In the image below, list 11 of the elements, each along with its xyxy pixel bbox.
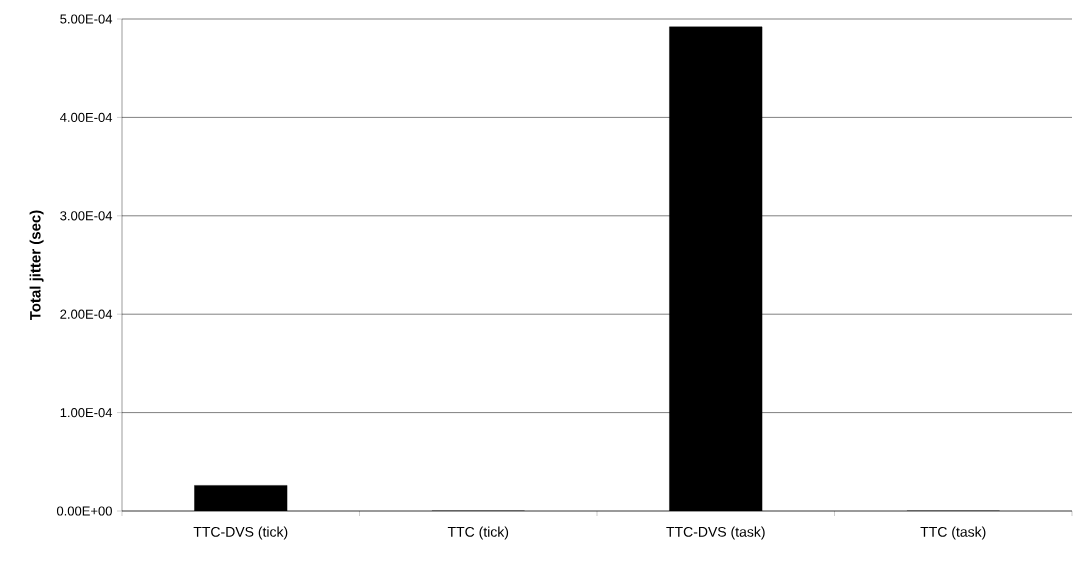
y-tick-label: 3.00E-04 xyxy=(60,211,113,221)
y-tick-label: 5.00E-04 xyxy=(60,14,113,24)
y-tick-label: 0.00E+00 xyxy=(56,506,112,516)
y-axis-title: Total jitter (sec) xyxy=(29,210,44,321)
x-tick-label: TTC (task) xyxy=(920,526,986,540)
x-tick-label: TTC (tick) xyxy=(447,526,509,540)
x-tick-label: TTC-DVS (tick) xyxy=(193,526,288,540)
y-tick-label: 1.00E-04 xyxy=(60,407,113,418)
y-tick-label: 4.00E-04 xyxy=(60,112,113,122)
y-tick-label: 2.00E-04 xyxy=(60,309,113,319)
x-tick-label: TTC-DVS (task) xyxy=(666,526,765,540)
